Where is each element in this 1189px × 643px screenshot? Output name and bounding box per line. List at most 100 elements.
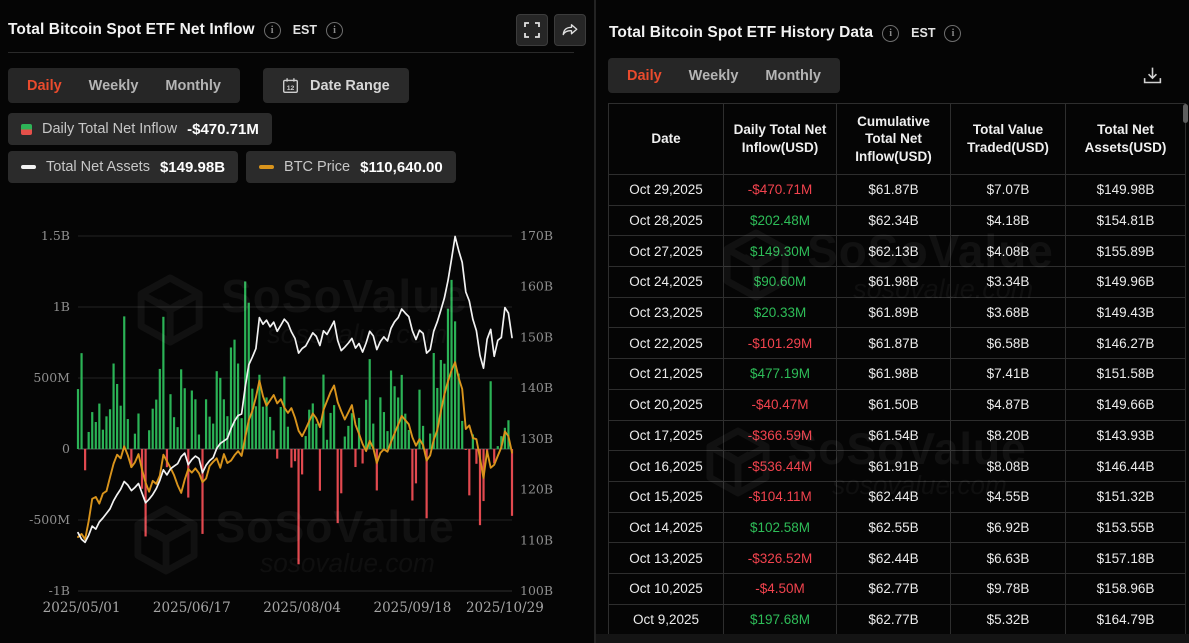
- cell-value: -$101.29M: [723, 327, 837, 360]
- cell-value: $6.92B: [950, 511, 1066, 544]
- info-icon[interactable]: i: [326, 21, 343, 39]
- svg-text:100B: 100B: [520, 583, 553, 598]
- cell-value: $143.93B: [1065, 419, 1186, 452]
- table-row: Oct 14,2025 $102.58M $62.55B $6.92B $153.55B: [608, 511, 1186, 544]
- left-panel-title: Total Bitcoin Spot ETF Net Inflow: [8, 21, 255, 38]
- table-row: Oct 21,2025 $477.19M $61.98B $7.41B $151.58B: [608, 358, 1186, 390]
- cell-value: -$104.11M: [723, 480, 837, 513]
- tab-daily[interactable]: Daily: [27, 77, 62, 94]
- legend-row-1: Daily Total Net Inflow -$470.71M: [8, 113, 272, 145]
- table-column-header: Cumulative Total Net Inflow(USD): [836, 103, 951, 175]
- cell-value: $61.87B: [836, 327, 951, 360]
- legend-daily-net-inflow[interactable]: Daily Total Net Inflow -$470.71M: [8, 113, 272, 145]
- cell-date: Oct 24,2025: [608, 266, 724, 298]
- cell-value: $102.58M: [723, 511, 837, 544]
- cell-date: Oct 21,2025: [608, 358, 724, 390]
- net-inflow-chart-panel: Total Bitcoin Spot ETF Net Inflow i EST …: [0, 0, 594, 643]
- history-data-panel: Total Bitcoin Spot ETF History Data i ES…: [596, 0, 1189, 643]
- table-row: Oct 9,2025 $197.68M $62.77B $5.32B $164.79B: [608, 603, 1186, 636]
- cell-value: $197.68M: [723, 603, 837, 636]
- table-row: Oct 13,2025 -$326.52M $62.44B $6.63B $157.18…: [608, 542, 1186, 574]
- cell-value: $61.50B: [836, 388, 951, 421]
- fullscreen-button[interactable]: [516, 14, 548, 46]
- cell-value: $151.58B: [1065, 358, 1186, 390]
- header-divider: [8, 52, 574, 53]
- info-icon[interactable]: i: [944, 24, 962, 42]
- cell-value: $149.66B: [1065, 388, 1186, 421]
- cell-value: $62.13B: [836, 235, 951, 268]
- info-icon[interactable]: i: [263, 21, 281, 39]
- tab-monthly[interactable]: Monthly: [165, 77, 221, 94]
- svg-text:0: 0: [62, 441, 70, 456]
- right-panel-title: Total Bitcoin Spot ETF History Data: [609, 24, 874, 41]
- table-row: Oct 22,2025 -$101.29M $61.87B $6.58B $146.27…: [608, 327, 1186, 360]
- download-button[interactable]: [1139, 62, 1165, 88]
- download-icon: [1143, 67, 1161, 83]
- cell-value: $3.68B: [950, 296, 1066, 329]
- legend-btc-price[interactable]: BTC Price $110,640.00: [246, 151, 456, 183]
- calendar-icon: 12: [282, 78, 298, 93]
- table-row: Oct 27,2025 $149.30M $62.13B $4.08B $155.89B: [608, 235, 1186, 268]
- cell-value: $61.54B: [836, 419, 951, 452]
- cell-value: $4.55B: [950, 480, 1066, 513]
- tab-daily[interactable]: Daily: [627, 67, 662, 84]
- cell-date: Oct 20,2025: [608, 388, 724, 421]
- svg-text:-500M: -500M: [29, 512, 70, 527]
- cell-value: $154.81B: [1065, 204, 1186, 237]
- timezone-label: EST: [292, 23, 317, 37]
- svg-text:110B: 110B: [520, 532, 553, 547]
- cell-date: Oct 29,2025: [608, 174, 724, 206]
- cell-value: $62.77B: [836, 603, 951, 636]
- inflow-split-swatch-icon: [21, 123, 32, 135]
- table-row: Oct 20,2025 -$40.47M $61.50B $4.87B $149.66B: [608, 388, 1186, 421]
- cell-value: $61.98B: [836, 358, 951, 390]
- cell-value: $4.87B: [950, 388, 1066, 421]
- legend-label: BTC Price: [284, 159, 351, 175]
- legend-label: Daily Total Net Inflow: [42, 121, 178, 137]
- chart-plot-area[interactable]: [78, 236, 512, 591]
- cell-value: $149.96B: [1065, 266, 1186, 298]
- table-row: Oct 24,2025 $90.60M $61.98B $3.34B $149.96B: [608, 266, 1186, 298]
- cell-date: Oct 27,2025: [608, 235, 724, 268]
- tab-monthly[interactable]: Monthly: [765, 67, 821, 84]
- table-column-header: Total Net Assets(USD): [1065, 103, 1186, 175]
- left-interval-tabs: Daily Weekly Monthly: [8, 68, 240, 103]
- cell-date: Oct 16,2025: [608, 450, 724, 482]
- cell-value: -$470.71M: [723, 174, 837, 206]
- table-column-header: Daily Total Net Inflow(USD): [723, 103, 837, 175]
- cell-value: $62.44B: [836, 542, 951, 574]
- cell-date: Oct 13,2025: [608, 542, 724, 574]
- table-header-row: Date Daily Total Net Inflow(USD) Cumulativ…: [608, 103, 1186, 175]
- legend-total-net-assets[interactable]: Total Net Assets $149.98B: [8, 151, 239, 183]
- cell-value: $20.33M: [723, 296, 837, 329]
- horizontal-scrollbar-track[interactable]: [596, 634, 1189, 643]
- svg-text:1.5B: 1.5B: [41, 228, 70, 243]
- svg-text:160B: 160B: [520, 279, 553, 294]
- svg-text:2025/05/01: 2025/05/01: [43, 600, 121, 616]
- svg-text:2025/10/29: 2025/10/29: [466, 600, 544, 616]
- cell-value: $6.63B: [950, 542, 1066, 574]
- tab-weekly[interactable]: Weekly: [688, 67, 739, 84]
- tab-weekly[interactable]: Weekly: [88, 77, 139, 94]
- btc-line-swatch-icon: [259, 164, 275, 170]
- cell-date: Oct 23,2025: [608, 296, 724, 329]
- left-panel-header: Total Bitcoin Spot ETF Net Inflow i EST …: [8, 14, 586, 46]
- cell-value: $146.27B: [1065, 327, 1186, 360]
- date-range-button[interactable]: 12 Date Range: [262, 68, 409, 103]
- fullscreen-icon: [524, 22, 540, 38]
- table-scrollbar-thumb[interactable]: [1183, 104, 1188, 123]
- cell-value: $149.30M: [723, 235, 837, 268]
- table-column-header: Total Value Traded(USD): [950, 103, 1066, 175]
- cell-value: $90.60M: [723, 266, 837, 298]
- cell-value: -$536.44M: [723, 450, 837, 482]
- share-button[interactable]: [554, 14, 586, 46]
- info-icon[interactable]: i: [882, 24, 900, 42]
- share-icon: [562, 24, 578, 36]
- svg-text:130B: 130B: [520, 431, 553, 446]
- cell-value: $61.87B: [836, 174, 951, 206]
- history-table: Date Daily Total Net Inflow(USD) Cumulativ…: [608, 103, 1186, 636]
- cell-date: Oct 17,2025: [608, 419, 724, 452]
- cell-date: Oct 22,2025: [608, 327, 724, 360]
- cell-value: $62.55B: [836, 511, 951, 544]
- svg-text:2025/06/17: 2025/06/17: [153, 600, 231, 616]
